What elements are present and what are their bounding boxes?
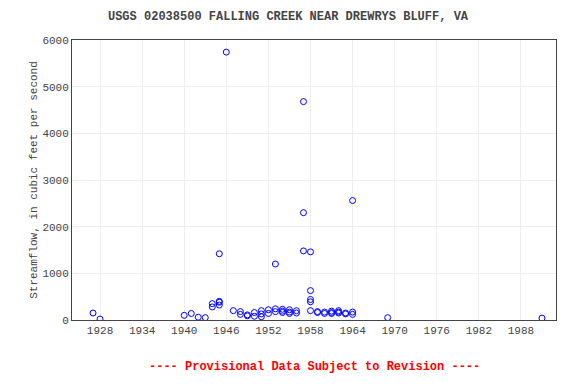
- svg-text:1946: 1946: [213, 325, 239, 337]
- svg-text:1976: 1976: [424, 325, 450, 337]
- svg-text:---- Provisional Data Subject: ---- Provisional Data Subject to Revisio…: [149, 360, 480, 374]
- svg-text:4000: 4000: [42, 128, 68, 140]
- svg-text:1940: 1940: [171, 325, 197, 337]
- svg-text:1988: 1988: [508, 325, 534, 337]
- svg-text:6000: 6000: [42, 35, 68, 47]
- svg-text:1964: 1964: [339, 325, 366, 337]
- svg-text:0: 0: [62, 315, 69, 327]
- svg-text:1970: 1970: [381, 325, 407, 337]
- svg-text:1952: 1952: [255, 325, 281, 337]
- svg-text:1928: 1928: [87, 325, 113, 337]
- svg-text:Streamflow, in cubic feet per: Streamflow, in cubic feet per second: [28, 61, 40, 299]
- svg-text:1982: 1982: [466, 325, 492, 337]
- svg-text:USGS 02038500 FALLING CREEK NE: USGS 02038500 FALLING CREEK NEAR DREWRYS…: [108, 10, 469, 24]
- svg-text:3000: 3000: [42, 175, 68, 187]
- svg-text:1000: 1000: [42, 268, 68, 280]
- svg-text:1958: 1958: [297, 325, 323, 337]
- svg-text:2000: 2000: [42, 222, 68, 234]
- svg-text:5000: 5000: [42, 82, 68, 94]
- svg-text:1934: 1934: [129, 325, 156, 337]
